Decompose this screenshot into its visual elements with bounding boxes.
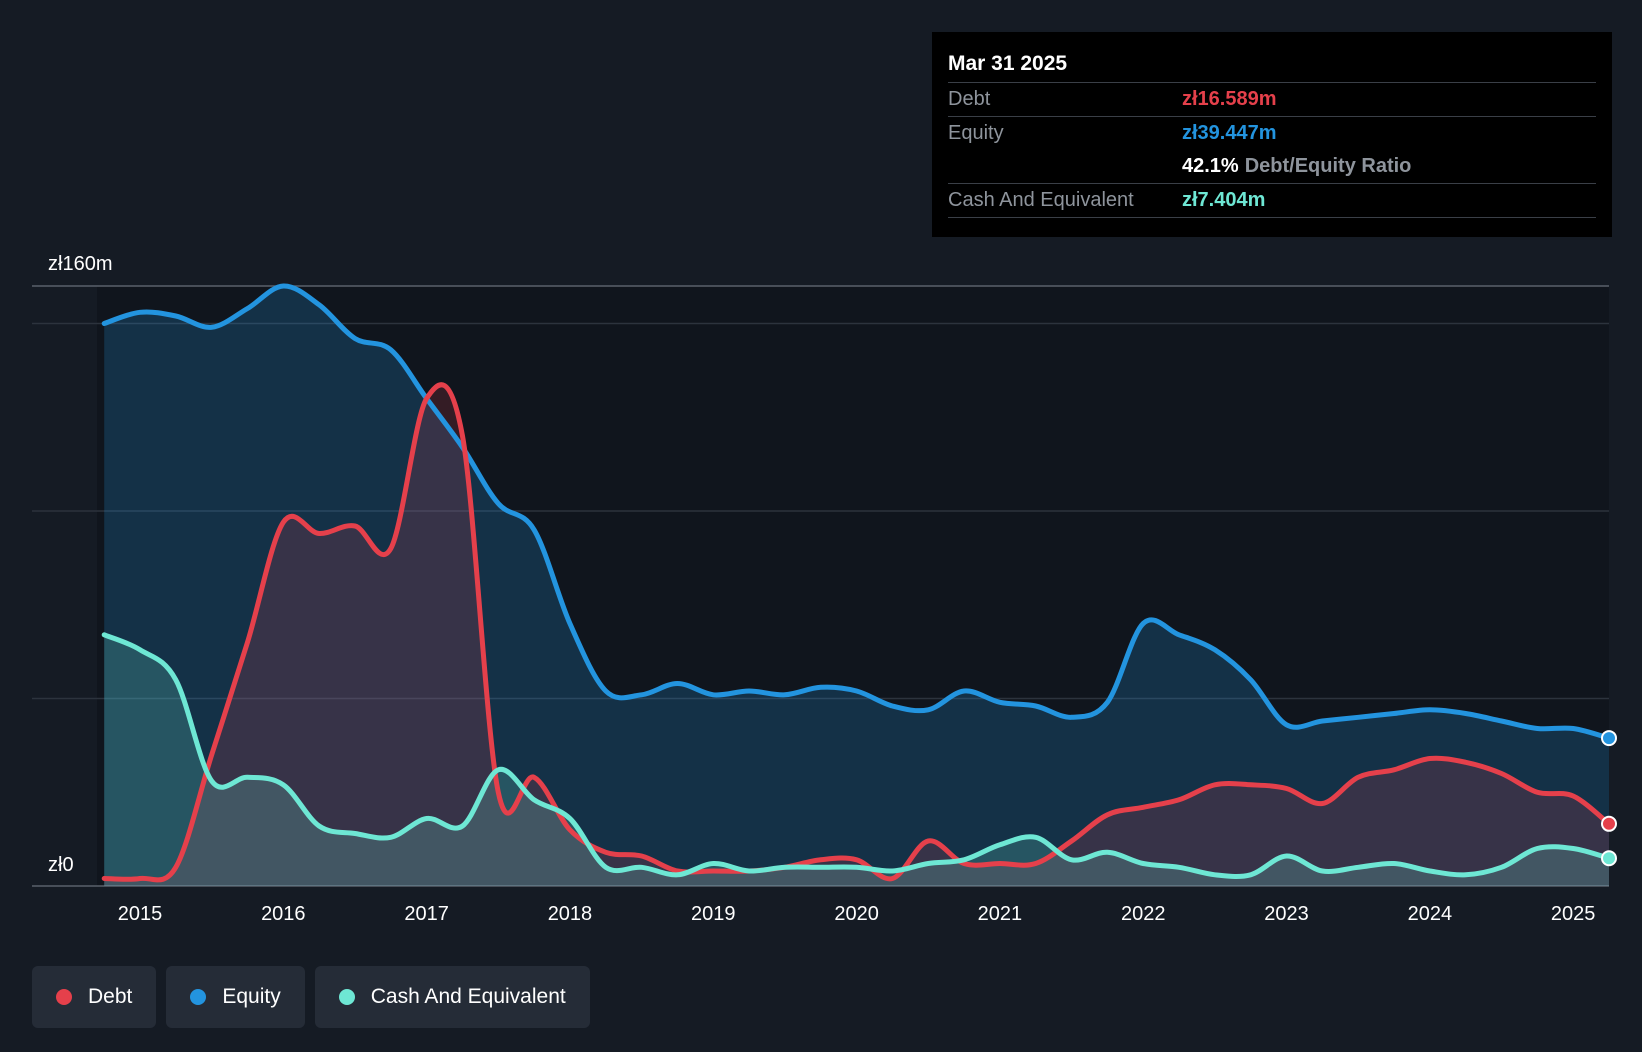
equity-line xyxy=(101,283,1612,741)
tooltip-debt-row: Debt zł16.589m xyxy=(948,83,1596,117)
y-axis-top-label: zł160m xyxy=(48,253,112,275)
legend-debt-label: Debt xyxy=(88,985,133,1008)
tooltip-equity-value: zł39.447m xyxy=(1182,122,1277,144)
x-tick-label: 2016 xyxy=(261,903,306,925)
tooltip-cash-label: Cash And Equivalent xyxy=(948,189,1134,211)
x-tick-label: 2024 xyxy=(1408,903,1453,925)
plot-area-background xyxy=(97,286,1609,886)
y-axis-bottom-label: zł0 xyxy=(48,854,74,876)
x-tick-label: 2017 xyxy=(404,903,449,925)
series-areas xyxy=(104,285,1610,886)
debt-endpoint-marker xyxy=(1601,815,1617,832)
tooltip-equity-label: Equity xyxy=(948,122,1004,144)
chart-legend: Debt Equity Cash And Equivalent xyxy=(32,966,600,1028)
tooltip-date: Mar 31 2025 xyxy=(948,46,1596,83)
x-tick-label: 2023 xyxy=(1264,903,1309,925)
cash-area xyxy=(104,634,1610,886)
legend-equity[interactable]: Equity xyxy=(166,966,305,1028)
legend-cash-dot-icon xyxy=(338,989,355,1005)
tooltip-panel: Mar 31 2025 Debt zł16.589m Equity zł39.4… xyxy=(932,32,1612,237)
x-tick-label: 2015 xyxy=(118,903,163,925)
equity-area xyxy=(104,285,1610,886)
tooltip-ratio-row: 42.1% Debt/Equity Ratio xyxy=(948,150,1596,184)
legend-debt[interactable]: Debt xyxy=(32,966,157,1028)
x-tick-label: 2018 xyxy=(548,903,593,925)
series-endpoints xyxy=(1601,730,1617,867)
series-lines xyxy=(101,283,1612,883)
legend-cash-label: Cash And Equivalent xyxy=(370,985,566,1008)
tooltip-ratio-label: Debt/Equity Ratio xyxy=(1244,155,1412,177)
tooltip-debt-label: Debt xyxy=(948,88,991,110)
tooltip-ratio-spacer xyxy=(948,150,1182,183)
debt-area xyxy=(104,384,1610,886)
tooltip-equity-row: Equity zł39.447m xyxy=(948,117,1596,150)
legend-cash[interactable]: Cash And Equivalent xyxy=(314,966,590,1028)
x-tick-label: 2022 xyxy=(1121,903,1166,925)
x-tick-label: 2021 xyxy=(978,903,1023,925)
legend-debt-dot-icon xyxy=(56,989,72,1005)
legend-equity-label: Equity xyxy=(222,985,281,1008)
x-tick-label: 2025 xyxy=(1551,903,1596,925)
x-tick-label: 2019 xyxy=(691,903,736,925)
equity-endpoint-marker xyxy=(1601,730,1617,747)
tooltip-cash-value: zł7.404m xyxy=(1182,189,1266,211)
x-axis-ticks: 2015 2016 2017 2018 2019 2020 2021 2022 2023 2024… xyxy=(118,903,1596,925)
tooltip-cash-row: Cash And Equivalent zł7.404m xyxy=(948,184,1596,218)
cash-line xyxy=(101,632,1612,879)
legend-equity-dot-icon xyxy=(190,989,207,1005)
tooltip-debt-value: zł16.589m xyxy=(1182,88,1277,110)
cash-endpoint-marker xyxy=(1601,850,1617,867)
tooltip-ratio-value: 42.1% xyxy=(1182,155,1239,177)
x-tick-label: 2020 xyxy=(834,903,879,925)
